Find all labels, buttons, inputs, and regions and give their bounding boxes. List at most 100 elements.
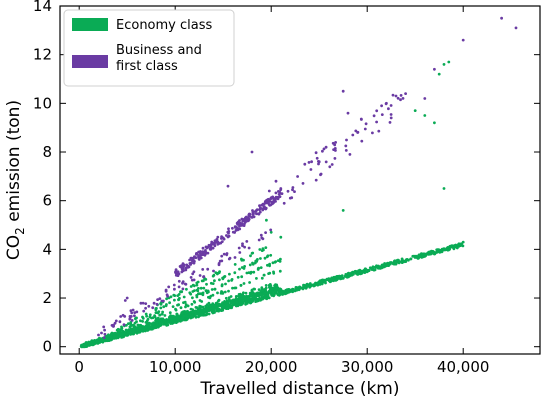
- point-economy: [188, 312, 192, 316]
- point-economy: [179, 306, 183, 310]
- point-economy: [218, 278, 221, 282]
- point-economy: [265, 292, 269, 295]
- point-economy: [243, 265, 247, 268]
- point-business: [500, 16, 503, 20]
- point-business: [102, 325, 106, 329]
- point-economy: [210, 288, 214, 291]
- point-business: [133, 314, 136, 318]
- point-economy: [284, 291, 287, 294]
- point-economy: [313, 283, 317, 287]
- point-economy: [247, 296, 250, 300]
- point-economy: [97, 337, 101, 341]
- point-economy: [323, 278, 327, 282]
- point-business: [210, 242, 214, 246]
- y-tick-label: 10: [33, 94, 52, 112]
- point-economy: [363, 267, 367, 271]
- point-business: [354, 129, 358, 133]
- point-economy: [260, 286, 264, 290]
- point-economy: [240, 275, 244, 279]
- point-business: [293, 190, 296, 194]
- point-business: [345, 138, 348, 142]
- point-business: [321, 149, 324, 153]
- point-economy: [151, 316, 155, 320]
- point-economy: [251, 291, 255, 294]
- point-economy: [234, 295, 238, 298]
- point-business: [333, 157, 337, 160]
- point-business: [131, 308, 135, 312]
- point-economy: [153, 314, 157, 318]
- point-business: [102, 336, 106, 339]
- point-business: [152, 301, 156, 305]
- point-economy: [233, 263, 237, 266]
- point-business: [330, 163, 334, 166]
- point-economy: [251, 261, 254, 265]
- point-economy: [121, 333, 125, 336]
- point-business: [243, 245, 247, 249]
- point-economy: [268, 262, 271, 266]
- point-economy: [224, 282, 227, 286]
- point-economy: [191, 308, 195, 312]
- point-economy: [191, 296, 194, 300]
- point-economy: [144, 312, 148, 316]
- x-tick-label: 40,000: [437, 358, 490, 376]
- point-economy: [139, 319, 142, 323]
- point-economy: [182, 295, 186, 299]
- point-economy: [461, 240, 465, 244]
- point-business: [156, 298, 160, 301]
- point-economy: [221, 276, 225, 280]
- point-business: [235, 221, 239, 225]
- point-economy: [240, 294, 243, 298]
- point-economy: [224, 302, 228, 305]
- point-business: [256, 212, 260, 216]
- point-business: [118, 320, 122, 324]
- point-economy: [154, 317, 158, 321]
- point-economy: [238, 267, 241, 271]
- point-business: [319, 173, 322, 177]
- point-economy: [192, 284, 196, 288]
- point-business: [269, 203, 273, 207]
- point-business: [348, 153, 352, 156]
- point-business: [226, 184, 230, 188]
- point-economy: [260, 276, 264, 280]
- point-economy: [271, 261, 275, 265]
- point-economy: [200, 300, 204, 303]
- point-business: [227, 227, 230, 231]
- point-economy: [267, 291, 271, 294]
- point-economy: [206, 289, 210, 293]
- point-economy: [127, 331, 130, 335]
- point-economy: [162, 318, 166, 322]
- point-economy: [212, 273, 216, 277]
- point-economy: [199, 286, 203, 290]
- point-business: [291, 186, 295, 189]
- point-business: [315, 156, 319, 160]
- point-economy: [222, 304, 226, 308]
- point-business: [128, 315, 132, 318]
- point-business: [245, 240, 249, 243]
- point-business: [144, 306, 148, 310]
- point-economy: [176, 303, 179, 307]
- point-economy: [205, 303, 209, 307]
- point-economy: [231, 286, 234, 290]
- point-economy: [168, 301, 172, 305]
- point-business: [235, 226, 239, 230]
- point-economy: [195, 294, 199, 297]
- point-economy: [244, 297, 247, 301]
- point-economy: [251, 300, 254, 303]
- point-economy: [257, 266, 260, 270]
- point-economy: [316, 283, 320, 287]
- point-economy: [177, 316, 181, 320]
- point-economy: [228, 272, 231, 276]
- point-economy: [141, 320, 145, 323]
- point-business: [375, 120, 378, 124]
- point-economy: [134, 316, 138, 320]
- point-business: [264, 206, 268, 210]
- point-economy: [447, 248, 450, 252]
- point-economy: [131, 330, 135, 334]
- point-business: [389, 113, 393, 116]
- point-business: [261, 208, 265, 212]
- point-economy: [216, 272, 219, 276]
- x-tick-label: 10,000: [149, 358, 202, 376]
- point-economy: [442, 63, 446, 66]
- point-economy: [204, 278, 208, 281]
- point-economy: [188, 291, 192, 295]
